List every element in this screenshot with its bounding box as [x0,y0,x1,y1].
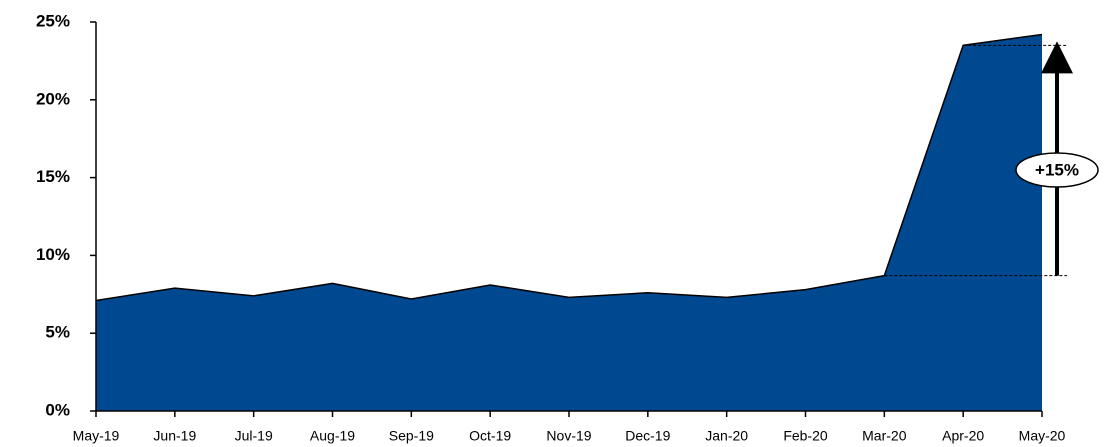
x-tick-label: Apr-20 [942,428,984,444]
x-tick-label: Jun-19 [153,428,196,444]
x-tick-label: Jan-20 [705,428,748,444]
x-tick-label: Jul-19 [235,428,273,444]
annotation-bubble [1015,152,1099,188]
x-tick-label: Feb-20 [783,428,828,444]
x-tick-label: Sep-19 [389,428,434,444]
y-tick-label: 20% [36,89,70,108]
y-tick-label: 15% [36,167,70,186]
x-tick-label: Nov-19 [546,428,591,444]
y-tick-label: 25% [36,11,70,30]
x-tick-label: Aug-19 [310,428,355,444]
x-tick-label: Mar-20 [862,428,907,444]
x-tick-label: Dec-19 [625,428,670,444]
y-tick-label: 0% [45,400,70,419]
y-tick-label: 5% [45,323,70,342]
annotation-label: +15% [1035,160,1079,179]
x-tick-label: May-20 [1019,428,1066,444]
y-tick-label: 10% [36,245,70,264]
x-tick-label: Oct-19 [469,428,511,444]
area [96,34,1042,412]
x-tick-label: May-19 [73,428,120,444]
